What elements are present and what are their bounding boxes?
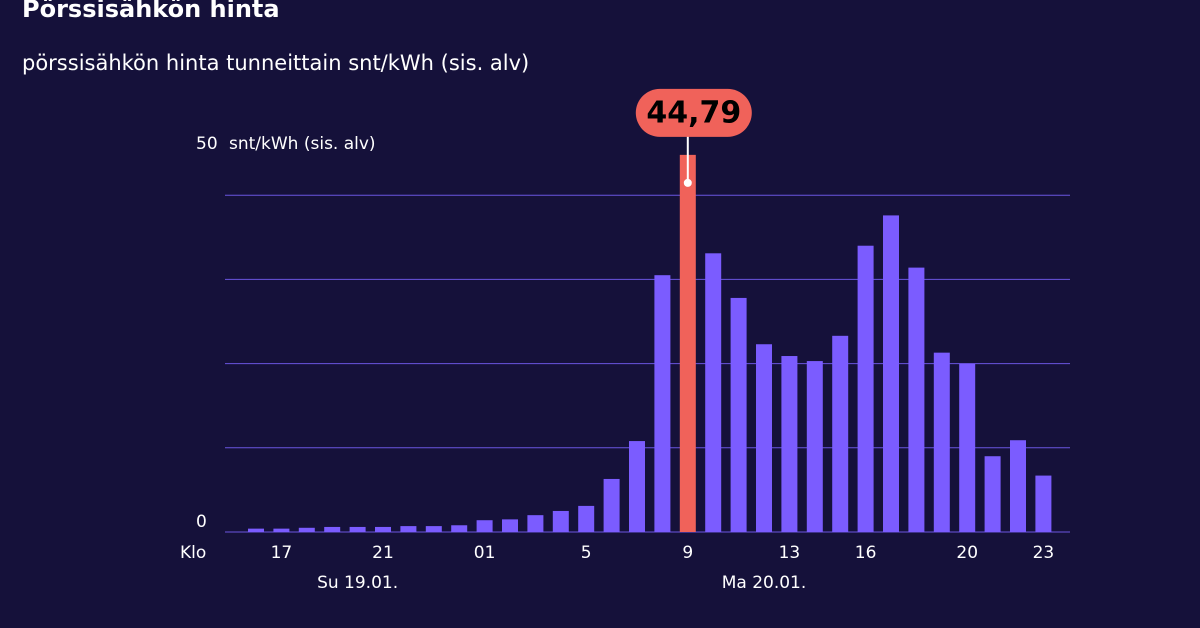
x-tick-label: 23 — [1033, 543, 1055, 563]
x-group-label: Su 19.01. — [317, 573, 398, 593]
x-tick-label: 9 — [682, 543, 693, 563]
bar — [654, 275, 671, 532]
bar — [1010, 440, 1026, 532]
bar — [349, 526, 366, 532]
bar — [705, 253, 722, 532]
bar — [883, 215, 899, 532]
y-unit: snt/kWh (sis. alv) — [229, 134, 376, 154]
bar — [857, 245, 874, 532]
bar — [1035, 475, 1052, 532]
chart-subtitle: pörssisähkön hinta tunneittain snt/kWh (… — [22, 51, 529, 75]
x-tick-label: 01 — [474, 543, 496, 563]
x-group-label: Ma 20.01. — [722, 573, 807, 593]
label-dot — [683, 178, 692, 187]
bar — [679, 154, 696, 532]
bar — [578, 505, 595, 532]
bar — [984, 456, 1001, 532]
x-prefix: Klo — [180, 543, 206, 563]
bar — [248, 528, 264, 532]
bar — [603, 478, 620, 532]
x-tick-label: 21 — [372, 543, 394, 563]
bar — [502, 519, 518, 532]
bar — [552, 510, 569, 532]
bar — [806, 361, 823, 532]
bar — [425, 526, 442, 532]
bar — [832, 335, 849, 532]
bar — [400, 526, 417, 532]
x-tick-label: 16 — [855, 543, 877, 563]
x-tick-label: 20 — [956, 543, 978, 563]
bar — [781, 356, 798, 532]
bar — [273, 528, 290, 532]
x-tick-label: 17 — [271, 543, 293, 563]
bar — [629, 441, 645, 532]
bar — [324, 526, 341, 532]
y-tick-label: 0 — [196, 512, 207, 532]
x-tick-label: 5 — [581, 543, 592, 563]
chart-title: Pörssisähkön hinta — [22, 0, 280, 23]
data-label: 44,79 — [646, 95, 741, 130]
bar — [908, 267, 925, 532]
bar — [756, 344, 772, 532]
x-tick-label: 13 — [779, 543, 801, 563]
bar — [451, 525, 468, 532]
label-box — [635, 88, 752, 137]
bar — [375, 526, 391, 532]
bar — [476, 520, 493, 532]
bar — [527, 515, 544, 532]
bar — [933, 352, 950, 532]
y-tick-label: 50 — [196, 134, 218, 154]
bar — [730, 297, 747, 532]
bar — [959, 363, 976, 532]
bar — [298, 527, 315, 532]
